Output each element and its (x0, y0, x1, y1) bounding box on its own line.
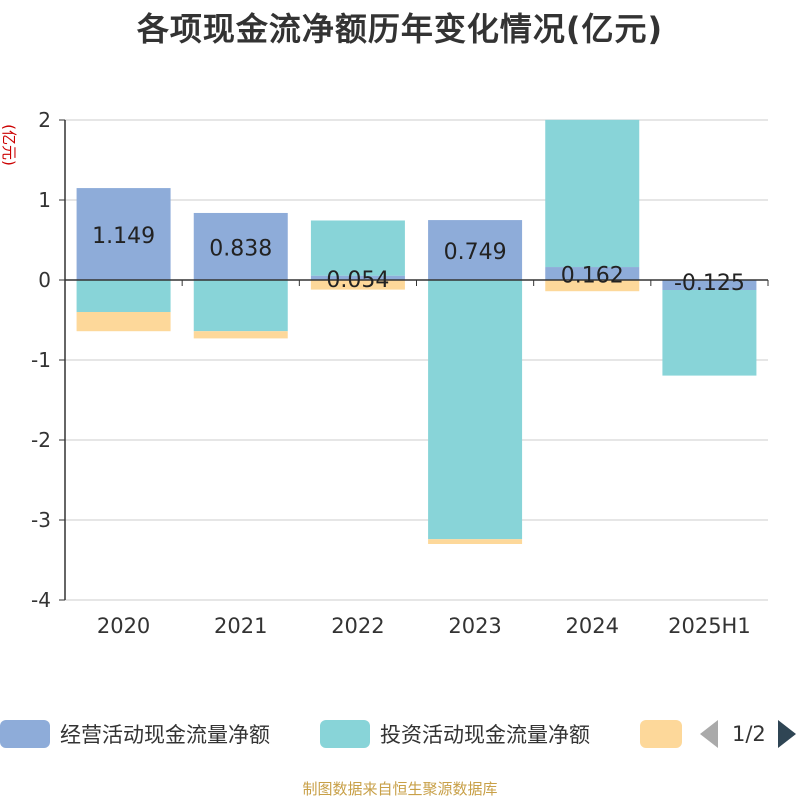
bar-series1-2022 (310, 220, 405, 276)
legend-next-page-icon[interactable] (777, 720, 796, 748)
bar-series0-2023 (428, 220, 523, 280)
bar-series1-2023 (428, 280, 523, 540)
x-tick-label-2020: 2020 (97, 614, 150, 638)
legend-label-operating: 经营活动现金流量净额 (60, 723, 270, 747)
data-label-2022: 0.054 (326, 268, 389, 293)
bar-series2-2022 (310, 280, 405, 290)
y-tick-label: -2 (31, 428, 51, 452)
y-tick-label: 1 (38, 188, 51, 212)
bar-series0-2025H1 (662, 280, 757, 290)
bar-series2-2021 (193, 331, 288, 339)
axes: -4 -3 -2 -1 0 1 2 2020 2021 2022 2023 2024 2025H1 (31, 108, 769, 638)
grid-lines (65, 119, 768, 601)
x-tick-label-2023: 2023 (448, 614, 501, 638)
x-tick-label-2021: 2021 (214, 614, 267, 638)
data-label-2023: 0.749 (444, 240, 507, 265)
data-labels: 1.149 0.838 0.054 0.749 0.162 -0.125 (92, 224, 745, 296)
legend-swatch-financing (640, 720, 682, 748)
bar-series1-2024 (545, 119, 640, 268)
bar-series0-2020 (76, 188, 171, 280)
bar-layer (76, 119, 757, 544)
x-tick-label-2024: 2024 (566, 614, 619, 638)
legend-page-indicator: 1/2 (732, 722, 766, 746)
y-tick-label: -4 (31, 588, 51, 612)
data-label-2025H1: -0.125 (674, 271, 745, 296)
bar-series1-2025H1 (662, 290, 757, 376)
bar-series0-2022 (310, 275, 405, 280)
legend-label-investing: 投资活动现金流量净额 (380, 723, 590, 747)
bar-series2-2024 (545, 280, 640, 292)
y-tick-label: 0 (38, 268, 51, 292)
x-tick-label-2025H1: 2025H1 (668, 614, 751, 638)
legend-swatch-investing (320, 720, 370, 748)
y-tick-label: 2 (38, 108, 51, 132)
legend-pager: 1/2 (700, 716, 796, 752)
bar-series2-2020 (76, 312, 171, 332)
bar-series2-2023 (428, 539, 523, 544)
legend-item-investing[interactable]: 投资活动现金流量净额 (320, 716, 590, 752)
legend-item-operating[interactable]: 经营活动现金流量净额 (0, 716, 270, 752)
data-label-2021: 0.838 (209, 236, 272, 261)
bar-series1-2021 (193, 280, 288, 332)
y-tick-label: -3 (31, 508, 51, 532)
y-axis-title: (亿元) (0, 124, 18, 166)
bar-series0-2024 (545, 267, 640, 280)
legend-swatch-operating (0, 720, 50, 748)
bar-series0-2021 (193, 212, 288, 280)
legend-item-financing[interactable] (640, 716, 682, 752)
chart-title: 各项现金流净额历年变化情况(亿元) (136, 10, 664, 48)
data-label-2020: 1.149 (92, 224, 155, 249)
y-tick-label: -1 (31, 348, 51, 372)
x-tick-label-2022: 2022 (331, 614, 384, 638)
source-note: 制图数据来自恒生聚源数据库 (302, 780, 498, 798)
legend-prev-page-icon[interactable] (700, 720, 718, 748)
bar-series1-2020 (76, 280, 171, 312)
data-label-2024: 0.162 (561, 264, 624, 289)
